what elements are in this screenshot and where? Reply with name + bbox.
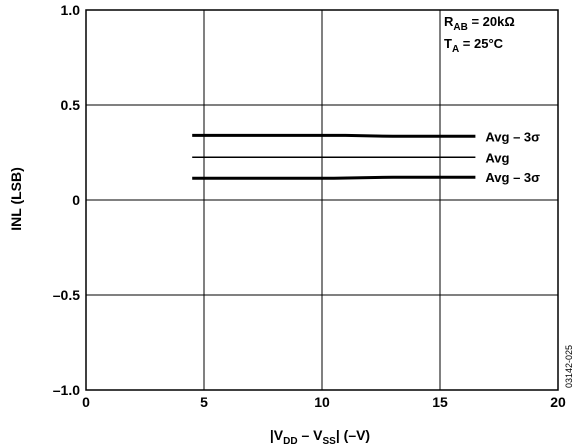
y-axis-title: INL (LSB) — [8, 167, 24, 231]
y-tick-label: –0.5 — [53, 287, 80, 303]
x-tick-label: 0 — [82, 394, 90, 410]
y-tick-labels: 1.0 0.5 0 –0.5 –1.0 — [53, 2, 80, 398]
x-tick-labels: 0 5 10 15 20 — [82, 394, 566, 410]
grid-lines — [86, 10, 558, 390]
series-labels: Avg – 3σ Avg Avg – 3σ — [485, 129, 540, 185]
conditions-line-1: RAB = 20kΩ — [444, 14, 515, 33]
series-label-3: Avg – 3σ — [485, 170, 540, 185]
series-line-3 — [192, 175, 476, 180]
series-lines — [192, 133, 476, 180]
x-tick-label: 10 — [314, 394, 330, 410]
y-tick-label: 0.5 — [61, 97, 81, 113]
figure-id: 03142-025 — [564, 345, 574, 388]
x-tick-label: 5 — [200, 394, 208, 410]
x-tick-label: 15 — [432, 394, 448, 410]
series-label-2: Avg — [485, 150, 509, 165]
x-axis-title: |VDD – VSS| (–V) — [270, 427, 370, 446]
y-tick-label: –1.0 — [53, 382, 80, 398]
conditions-line-2: TA = 25°C — [444, 36, 504, 55]
series-label-1: Avg – 3σ — [485, 129, 540, 144]
y-tick-label: 0 — [72, 192, 80, 208]
x-tick-label: 20 — [550, 394, 566, 410]
y-tick-label: 1.0 — [61, 2, 81, 18]
series-line-1 — [192, 133, 476, 138]
